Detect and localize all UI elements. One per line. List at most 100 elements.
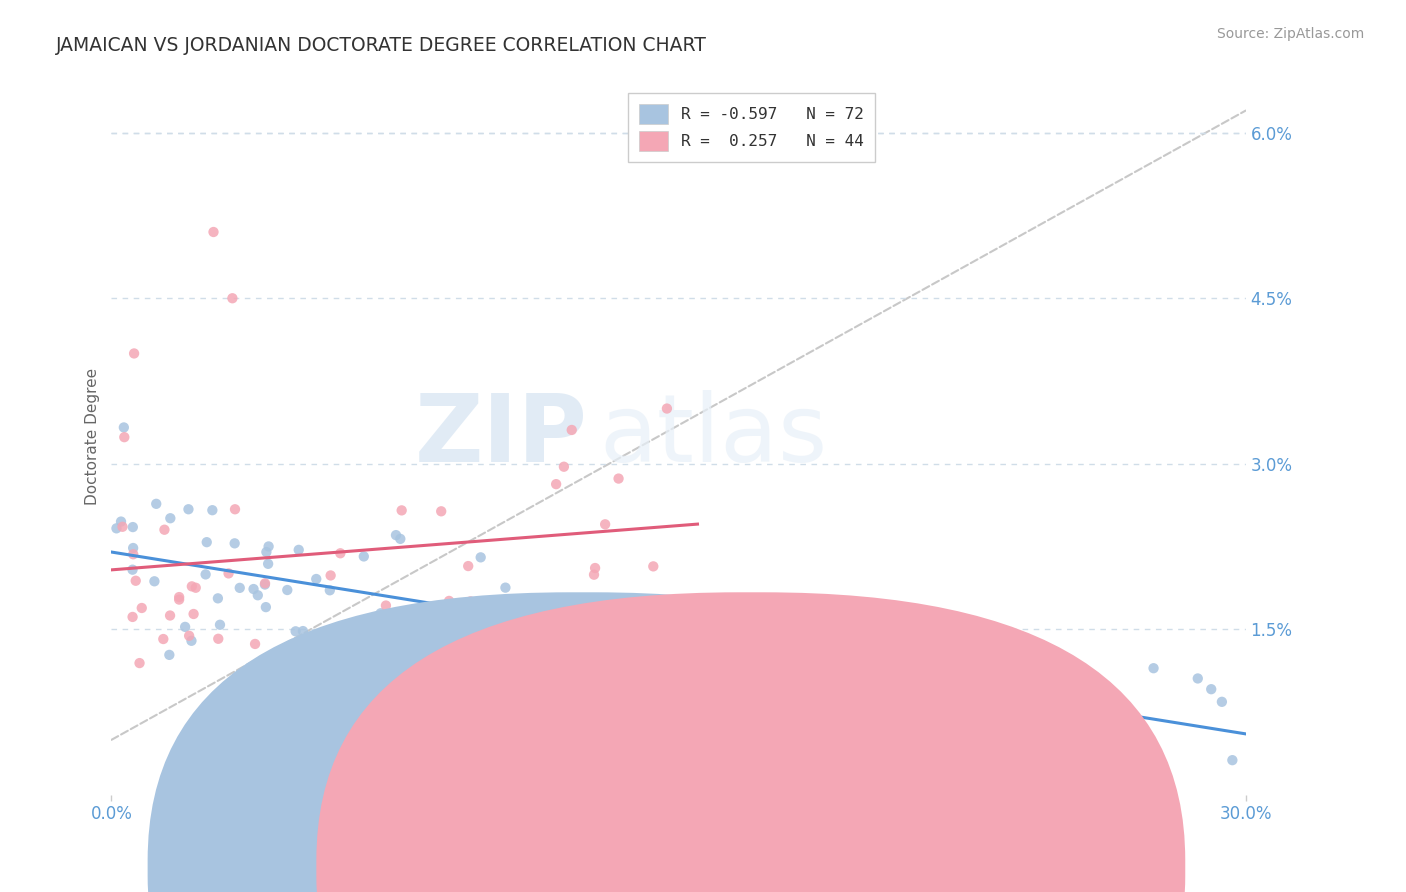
Point	[1211, 695, 1233, 709]
Point	[640, 606, 662, 620]
Point	[184, 581, 207, 595]
Point	[125, 574, 148, 588]
Point	[159, 511, 181, 525]
Point	[202, 225, 225, 239]
Point	[122, 346, 145, 360]
Point	[783, 704, 806, 718]
Point	[121, 563, 143, 577]
Point	[207, 591, 229, 606]
Point	[593, 517, 616, 532]
Point	[243, 637, 266, 651]
Point	[343, 640, 366, 654]
Point	[1142, 661, 1164, 675]
Point	[280, 700, 302, 714]
Point	[167, 592, 190, 607]
Point	[208, 617, 231, 632]
Point	[105, 521, 128, 535]
Point	[329, 546, 352, 560]
Point	[201, 503, 224, 517]
Point	[257, 540, 280, 554]
Point	[194, 567, 217, 582]
Point	[457, 559, 479, 574]
Point	[676, 694, 699, 708]
Point	[385, 528, 408, 542]
Point	[834, 648, 856, 662]
Point	[470, 550, 492, 565]
Point	[110, 515, 132, 529]
Point	[174, 620, 197, 634]
Point	[287, 542, 309, 557]
Point	[319, 568, 342, 582]
Point	[583, 561, 606, 575]
Point	[145, 497, 167, 511]
Point	[643, 559, 665, 574]
Point	[553, 459, 575, 474]
Point	[291, 624, 314, 638]
Point	[254, 545, 277, 559]
Y-axis label: Doctorate Degree: Doctorate Degree	[86, 368, 100, 505]
Point	[460, 594, 482, 608]
Point	[561, 423, 583, 437]
Point	[224, 536, 246, 550]
Point	[180, 579, 202, 593]
Text: Source: ZipAtlas.com: Source: ZipAtlas.com	[1216, 27, 1364, 41]
Text: ZIP: ZIP	[415, 391, 588, 483]
Point	[498, 627, 520, 641]
Point	[900, 650, 922, 665]
Point	[195, 535, 218, 549]
Point	[628, 665, 651, 680]
Point	[1150, 777, 1173, 791]
Point	[264, 758, 287, 772]
Point	[143, 574, 166, 589]
Point	[121, 520, 143, 534]
Point	[111, 520, 134, 534]
Point	[839, 685, 862, 699]
Point	[157, 648, 180, 662]
Point	[112, 420, 135, 434]
Point	[605, 595, 627, 609]
Point	[152, 632, 174, 646]
Text: atlas: atlas	[599, 391, 827, 483]
Text: Jordanians: Jordanians	[737, 855, 824, 873]
Point	[668, 610, 690, 624]
Point	[378, 711, 401, 725]
Point	[465, 599, 488, 613]
Point	[783, 714, 806, 729]
Point	[122, 547, 145, 561]
Point	[224, 502, 246, 516]
Point	[374, 599, 396, 613]
Point	[257, 557, 280, 571]
Point	[128, 656, 150, 670]
Point	[1074, 692, 1097, 706]
Point	[713, 634, 735, 648]
Point	[1222, 753, 1244, 767]
Legend: R = -0.597   N = 72, R =  0.257   N = 44: R = -0.597 N = 72, R = 0.257 N = 44	[628, 93, 875, 162]
Point	[488, 628, 510, 642]
Point	[1031, 692, 1053, 706]
Point	[246, 588, 269, 602]
Point	[370, 607, 392, 621]
Point	[254, 600, 277, 615]
Point	[221, 291, 243, 305]
Point	[253, 577, 276, 591]
Point	[531, 639, 554, 653]
Point	[1187, 672, 1209, 686]
Point	[1067, 714, 1090, 728]
Point	[882, 650, 904, 665]
Point	[1073, 684, 1095, 698]
Point	[180, 633, 202, 648]
Point	[546, 477, 568, 491]
Point	[430, 504, 453, 518]
Point	[758, 640, 780, 654]
Point	[122, 541, 145, 555]
Point	[112, 430, 135, 444]
Point	[1199, 682, 1222, 697]
Point	[179, 629, 201, 643]
Point	[167, 590, 190, 604]
Point	[229, 581, 252, 595]
Point	[207, 632, 229, 646]
Point	[131, 601, 153, 615]
Point	[912, 624, 935, 639]
Point	[592, 615, 614, 629]
Point	[437, 594, 460, 608]
